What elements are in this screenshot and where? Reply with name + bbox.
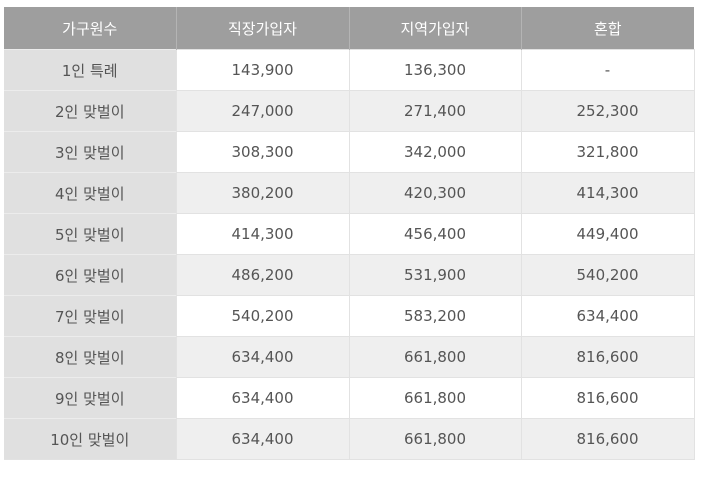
employee-value: 308,300 [175,131,349,173]
row-label: 8인 맞벌이 [4,336,176,378]
table-row: 3인 맞벌이 308,300 342,000 321,800 [4,131,695,173]
header-mixed: 혼합 [520,7,694,50]
table-body: 1인 특례 143,900 136,300 - 2인 맞벌이 247,000 2… [4,49,695,460]
regional-value: 661,800 [348,336,521,378]
regional-value: 456,400 [348,213,521,255]
employee-value: 486,200 [175,254,349,296]
premium-table: 가구원수 직장가입자 지역가입자 혼합 1인 특례 143,900 136,30… [4,7,695,460]
row-label: 10인 맞벌이 [4,418,176,460]
mixed-value: 634,400 [520,295,695,337]
regional-value: 661,800 [348,418,521,460]
row-label: 5인 맞벌이 [4,213,176,255]
regional-value: 661,800 [348,377,521,419]
row-label: 9인 맞벌이 [4,377,176,419]
regional-value: 531,900 [348,254,521,296]
table-row: 8인 맞벌이 634,400 661,800 816,600 [4,336,695,378]
row-label: 6인 맞벌이 [4,254,176,296]
table-row: 1인 특례 143,900 136,300 - [4,49,695,91]
mixed-value: 252,300 [520,90,695,132]
employee-value: 143,900 [175,49,349,91]
header-regional-subscriber: 지역가입자 [348,7,521,50]
employee-value: 540,200 [175,295,349,337]
regional-value: 271,400 [348,90,521,132]
mixed-value: 449,400 [520,213,695,255]
table-row: 2인 맞벌이 247,000 271,400 252,300 [4,90,695,132]
row-label: 3인 맞벌이 [4,131,176,173]
employee-value: 634,400 [175,418,349,460]
employee-value: 414,300 [175,213,349,255]
header-household-size: 가구원수 [4,7,176,50]
regional-value: 136,300 [348,49,521,91]
row-label: 1인 특례 [4,49,176,91]
mixed-value: 414,300 [520,172,695,214]
row-label: 2인 맞벌이 [4,90,176,132]
row-label: 4인 맞벌이 [4,172,176,214]
regional-value: 583,200 [348,295,521,337]
regional-value: 420,300 [348,172,521,214]
mixed-value: 816,600 [520,377,695,419]
table-row: 9인 맞벌이 634,400 661,800 816,600 [4,377,695,419]
table-row: 7인 맞벌이 540,200 583,200 634,400 [4,295,695,337]
table-row: 6인 맞벌이 486,200 531,900 540,200 [4,254,695,296]
row-label: 7인 맞벌이 [4,295,176,337]
table-row: 10인 맞벌이 634,400 661,800 816,600 [4,418,695,460]
header-employee-subscriber: 직장가입자 [175,7,349,50]
employee-value: 247,000 [175,90,349,132]
mixed-value: 816,600 [520,418,695,460]
employee-value: 634,400 [175,377,349,419]
mixed-value: 540,200 [520,254,695,296]
table-row: 5인 맞벌이 414,300 456,400 449,400 [4,213,695,255]
employee-value: 380,200 [175,172,349,214]
employee-value: 634,400 [175,336,349,378]
mixed-value: - [520,49,695,91]
table-row: 4인 맞벌이 380,200 420,300 414,300 [4,172,695,214]
regional-value: 342,000 [348,131,521,173]
header-row: 가구원수 직장가입자 지역가입자 혼합 [4,7,694,50]
mixed-value: 816,600 [520,336,695,378]
table-header: 가구원수 직장가입자 지역가입자 혼합 [4,7,694,50]
mixed-value: 321,800 [520,131,695,173]
